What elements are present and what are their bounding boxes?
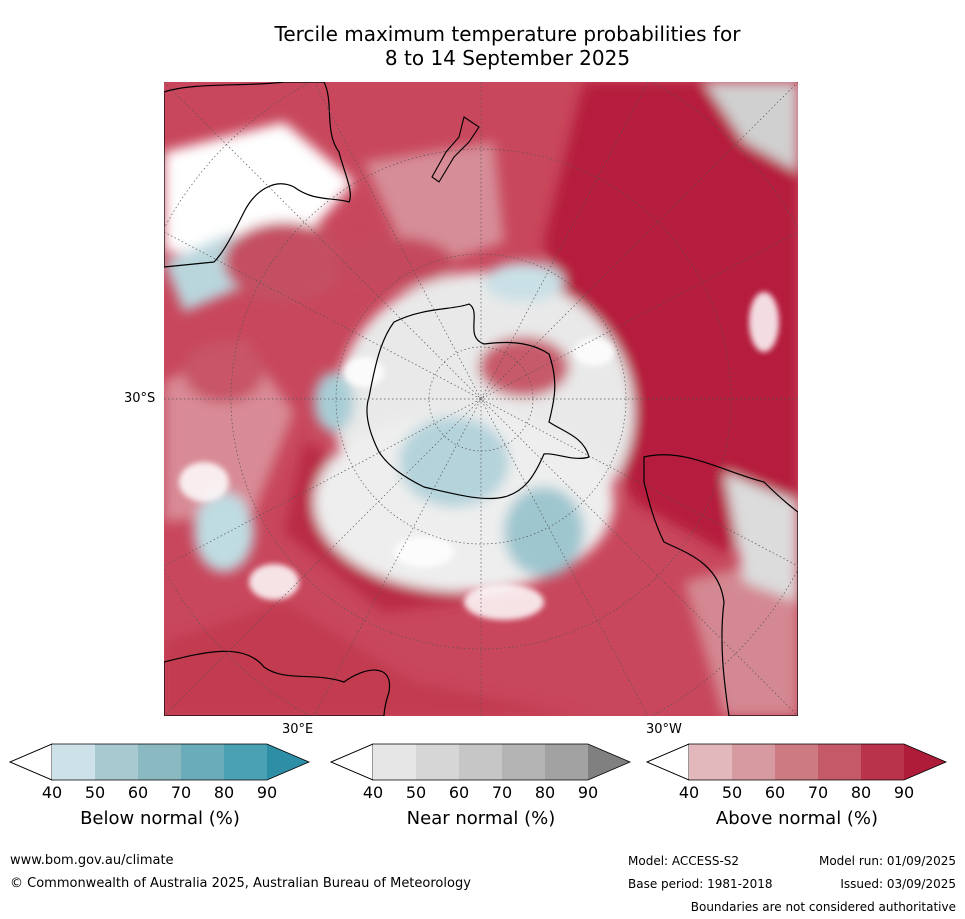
website-link[interactable]: www.bom.gov.au/climate (10, 853, 174, 868)
colorbar-tick-label: 90 (256, 783, 278, 802)
colorbar-tick-label: 90 (893, 783, 915, 802)
lon-label-30w: 30°W (646, 722, 682, 737)
colorbar-extend-high (588, 744, 630, 780)
colorbar-title-near: Near normal (%) (406, 808, 556, 829)
colorbar-segment (689, 744, 732, 780)
colorbar-segment (818, 744, 861, 780)
colorbar-above (645, 743, 948, 781)
colorbar-segment (224, 744, 267, 780)
colorbar-extend-low (645, 743, 690, 781)
colorbar-extend-low (329, 743, 374, 781)
graticule (164, 82, 798, 716)
colorbar-tick-label: 40 (678, 783, 700, 802)
disclaimer-text: Boundaries are not considered authoritat… (690, 900, 956, 914)
colorbar-tick-label: 70 (170, 783, 192, 802)
colorbar-tick-label: 80 (213, 783, 235, 802)
model-text: Model: ACCESS-S2 (628, 854, 740, 868)
colorbar-segment (732, 744, 775, 780)
issued-text: Issued: 03/09/2025 (840, 877, 956, 891)
colorbar-tick-label: 60 (764, 783, 786, 802)
colorbar-segment (138, 744, 181, 780)
colorbar-outline (645, 743, 948, 781)
title-line-1: Tercile maximum temperature probabilitie… (274, 22, 741, 46)
colorbar-segment (502, 744, 545, 780)
colorbar-extend-high (267, 744, 309, 780)
africa-outline (164, 650, 391, 716)
colorbar-title-below: Below normal (%) (80, 808, 240, 829)
colorbar-segment (545, 744, 588, 780)
base-period-text: Base period: 1981-2018 (628, 877, 773, 891)
white-patches (179, 292, 779, 620)
antarctica-outline (366, 303, 590, 500)
colorbar-extend-low (8, 743, 53, 781)
copyright-text: © Commonwealth of Australia 2025, Austra… (10, 876, 471, 891)
colorbar-tick-label: 40 (362, 783, 384, 802)
colorbar-outline (329, 743, 632, 781)
new-zealand-outline (431, 116, 480, 183)
colorbar-tick-label: 80 (850, 783, 872, 802)
chart-title: Tercile maximum temperature probabilitie… (0, 22, 965, 70)
probability-fields (164, 82, 798, 716)
colorbar-segment (95, 744, 138, 780)
colorbar-tick-label: 80 (534, 783, 556, 802)
colorbar-tick-label: 60 (448, 783, 470, 802)
colorbar-tick-label: 50 (405, 783, 427, 802)
colorbar-segment (775, 744, 818, 780)
model-run-text: Model run: 01/09/2025 (818, 854, 956, 868)
title-line-2: 8 to 14 September 2025 (384, 46, 631, 70)
colorbar-tick-label: 90 (577, 783, 599, 802)
colorbar-tick-label: 70 (491, 783, 513, 802)
colorbar-tick-label: 60 (127, 783, 149, 802)
colorbar-title-above: Above normal (%) (715, 808, 879, 829)
colorbar-tick-label: 70 (807, 783, 829, 802)
map-canvas (164, 82, 798, 716)
colorbar-tick-label: 40 (41, 783, 63, 802)
australia-outline (164, 82, 351, 268)
colorbar-segment (459, 744, 502, 780)
colorbar-tick-label: 50 (721, 783, 743, 802)
lon-label-30e: 30°E (282, 722, 314, 737)
colorbar-segment (373, 744, 416, 780)
colorbar-segment (52, 744, 95, 780)
lat-label-30s: 30°S (124, 391, 156, 406)
colorbar-extend-high (904, 744, 946, 780)
colorbar-segment (416, 744, 459, 780)
colorbar-outline (8, 743, 311, 781)
colorbar-segment (181, 744, 224, 780)
colorbar-below (8, 743, 311, 781)
south-america-outline (643, 454, 798, 716)
polar-map (164, 82, 798, 716)
colorbar-near (329, 743, 632, 781)
colorbar-tick-label: 50 (84, 783, 106, 802)
colorbar-segment (861, 744, 904, 780)
